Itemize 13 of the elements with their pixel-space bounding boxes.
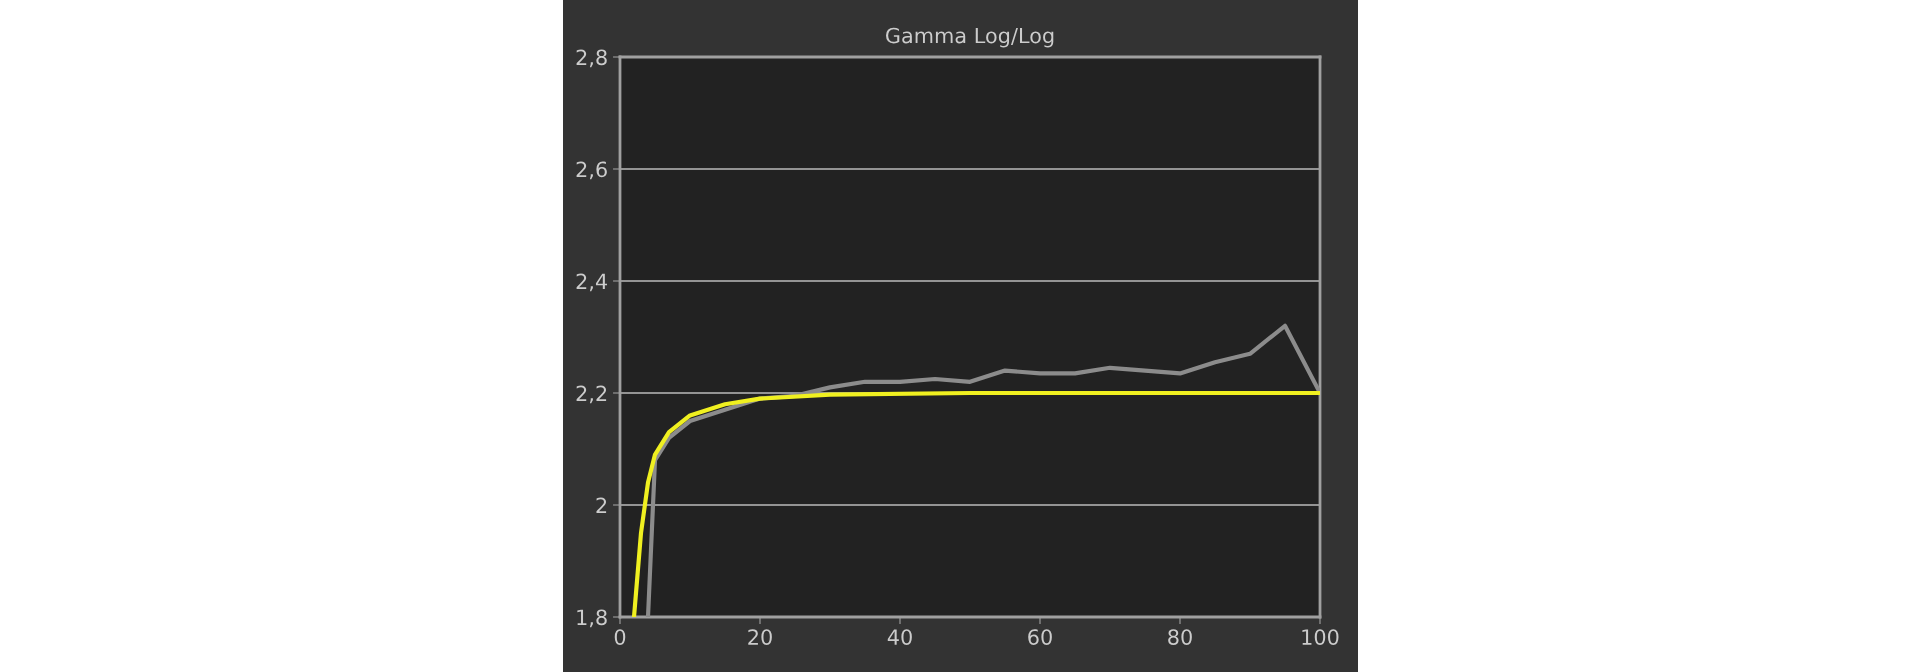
- y-tick-label: 2,2: [576, 385, 607, 404]
- y-tick-label: 1,8: [577, 609, 607, 628]
- chart-title: Gamma Log/Log: [886, 27, 1054, 48]
- y-tick-label: 2,8: [576, 49, 607, 68]
- x-tick-label: 0: [614, 629, 626, 645]
- x-tick-label: 60: [1028, 629, 1052, 645]
- x-tick-label: 20: [748, 629, 772, 645]
- y-tick-label: 2,6: [576, 161, 607, 180]
- y-tick-label: 2: [596, 497, 607, 513]
- x-tick-label: 40: [887, 629, 912, 645]
- x-tick-label: 80: [1168, 629, 1192, 645]
- x-tick-label: 100: [1302, 629, 1339, 645]
- y-tick-label: 2,4: [576, 273, 608, 292]
